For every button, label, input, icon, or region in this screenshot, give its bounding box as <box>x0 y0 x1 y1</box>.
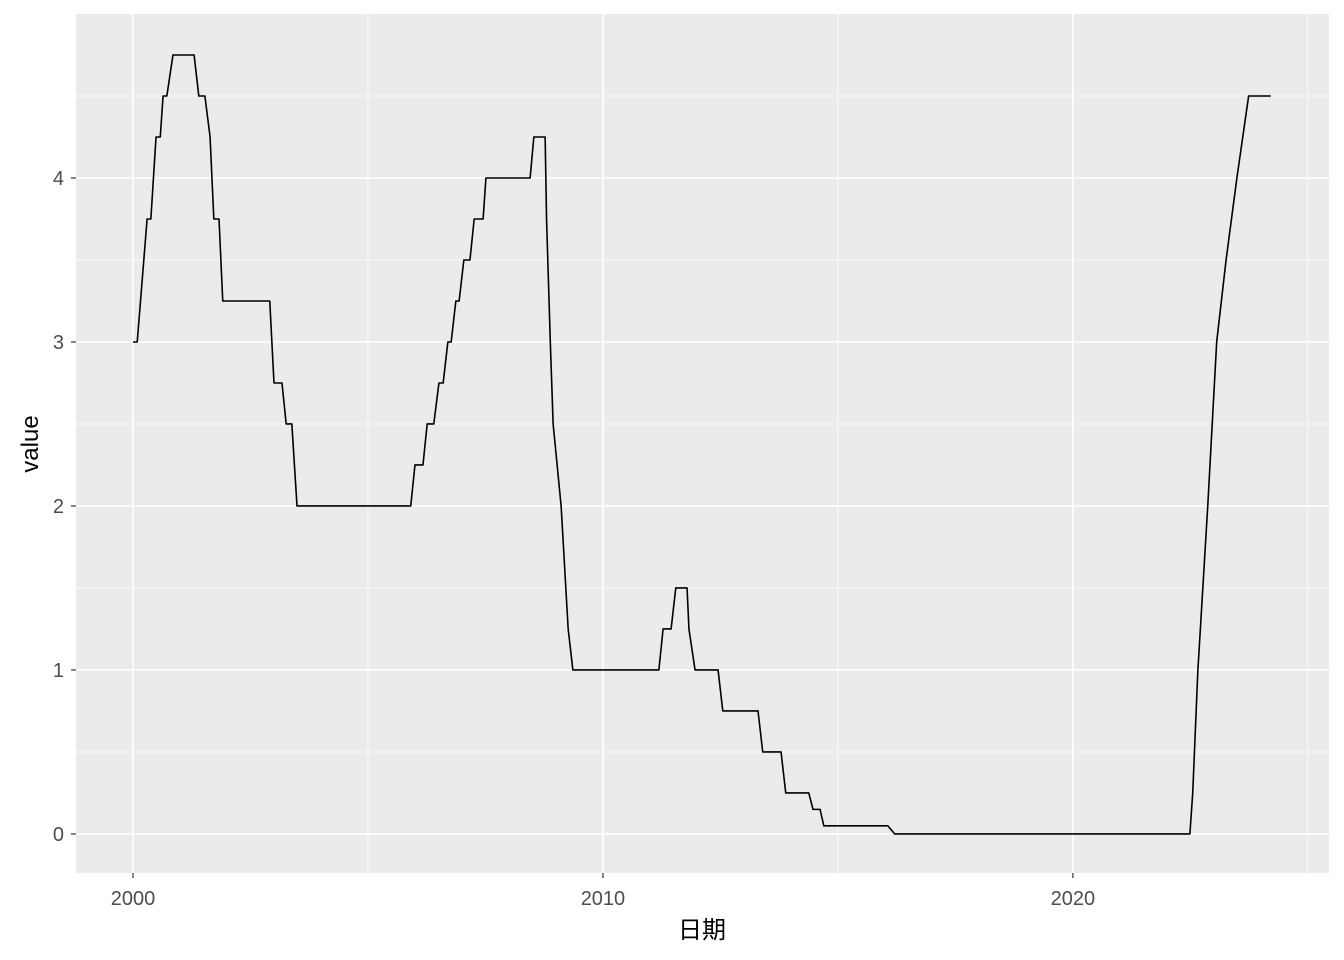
x-axis-title: 日期 <box>678 917 726 944</box>
y-tick-label: 2 <box>53 496 64 518</box>
y-tick-label: 1 <box>53 660 64 682</box>
y-axis-title: value <box>17 415 44 472</box>
y-tick-label: 3 <box>53 332 64 354</box>
x-tick-label: 2000 <box>111 888 156 910</box>
x-tick-label: 2020 <box>1051 888 1096 910</box>
y-tick-label: 4 <box>53 168 64 190</box>
panel <box>76 14 1329 873</box>
data-line <box>133 54 1271 835</box>
x-tick-label: 2010 <box>581 888 626 910</box>
y-tick-label: 0 <box>53 824 64 846</box>
